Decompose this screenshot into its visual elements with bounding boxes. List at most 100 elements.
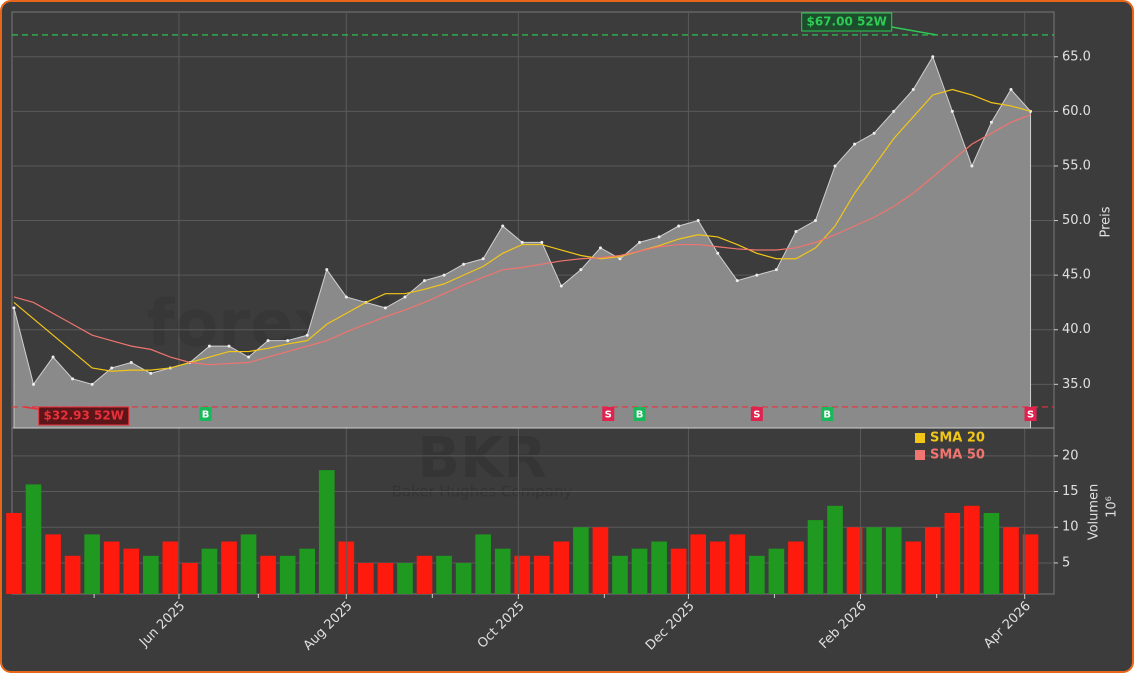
price-point [462,262,466,266]
volume-bar [1003,527,1019,594]
volume-bar [299,548,316,594]
price-point [266,339,270,343]
volume-bar [788,541,804,594]
high-arrow [891,26,937,36]
volume-bar [749,555,765,594]
signal-label: B [202,410,210,421]
y-tick-label: 65.0 [1062,49,1091,64]
volume-bar [924,527,941,594]
price-point [149,371,153,375]
y-tick-label: 60.0 [1062,104,1091,119]
high-label-box [801,12,893,32]
volume-bar [25,484,42,594]
price-point [286,339,290,343]
price-point [325,268,329,272]
volume-bar [475,534,491,594]
price-point [110,366,114,370]
volume-bar [827,505,843,594]
low-label: $32.93 52W [44,409,124,423]
volume-bar [905,541,922,594]
volume-bar [983,512,1000,594]
signal-marker [602,407,615,421]
volume-bar [84,534,100,594]
y-tick-label: 55.0 [1062,158,1091,173]
price-point [520,240,524,244]
sma-line [13,88,1031,372]
price-point [774,268,778,272]
y-tick-label: 45.0 [1062,268,1091,283]
legend-label: SMA 50 [930,448,985,463]
volume-bar [846,527,863,594]
price-point [422,279,426,283]
sma-line [13,114,1031,366]
legend-label: SMA 20 [930,431,985,446]
price-point [618,257,622,261]
volume-bar [807,520,824,594]
price-point [598,246,602,250]
y-tick-label: 35.0 [1062,377,1091,392]
y-tick-label: 10 [1062,520,1079,535]
y-axis-label: Volumen [1087,484,1102,541]
volume-bar [729,534,746,594]
y-tick-label: 40.0 [1062,322,1091,337]
volume-bar [651,541,667,594]
price-point [657,235,661,239]
price-point [207,344,211,348]
volume-bar [260,555,276,594]
price-point [129,360,133,364]
volume-bar [631,548,648,594]
signal-marker [1024,407,1037,421]
price-point [833,164,837,168]
price-point [989,120,993,124]
volume-bar [201,548,218,594]
legend-swatch [915,450,925,460]
volume-bar [221,541,237,594]
volume-bar [416,555,433,594]
signal-label: B [823,410,831,421]
volume-bar [1022,534,1039,594]
volume-bar [377,562,394,594]
price-point [90,382,94,386]
price-point [735,279,739,283]
signal-marker [633,407,646,421]
price-point [579,268,583,272]
volume-bar [592,527,609,594]
price-point [501,224,505,228]
signal-marker [750,407,763,421]
volume-bar [6,512,22,594]
signal-label: B [636,410,644,421]
price-point [813,219,817,223]
price-point [716,251,720,255]
price-point [950,109,954,113]
volume-bar [533,555,550,594]
price-point [970,164,974,168]
signal-label: S [605,410,612,421]
price-point [794,229,798,233]
y-tick-label: 5 [1062,555,1070,570]
volume-bar [123,548,140,594]
signal-marker [199,407,212,421]
volume-bar [358,562,374,594]
volume-bar [670,548,687,594]
price-point [51,355,55,359]
y-tick-label: 15 [1062,484,1079,499]
volume-bar [514,555,531,594]
price-point [227,344,231,348]
price-point [755,273,759,277]
volume-bar [162,541,179,594]
price-point [403,295,407,299]
volume-bar [455,562,472,594]
price-point [853,142,857,146]
price-point [442,273,446,277]
y-tick-label: 50.0 [1062,213,1091,228]
legend-swatch [915,433,925,443]
price-point [872,131,876,135]
price-point [911,88,915,92]
price-point [247,355,251,359]
volume-bar [866,527,882,594]
volume-bar [397,562,413,594]
volume-bar [103,541,120,594]
price-point [677,224,681,228]
